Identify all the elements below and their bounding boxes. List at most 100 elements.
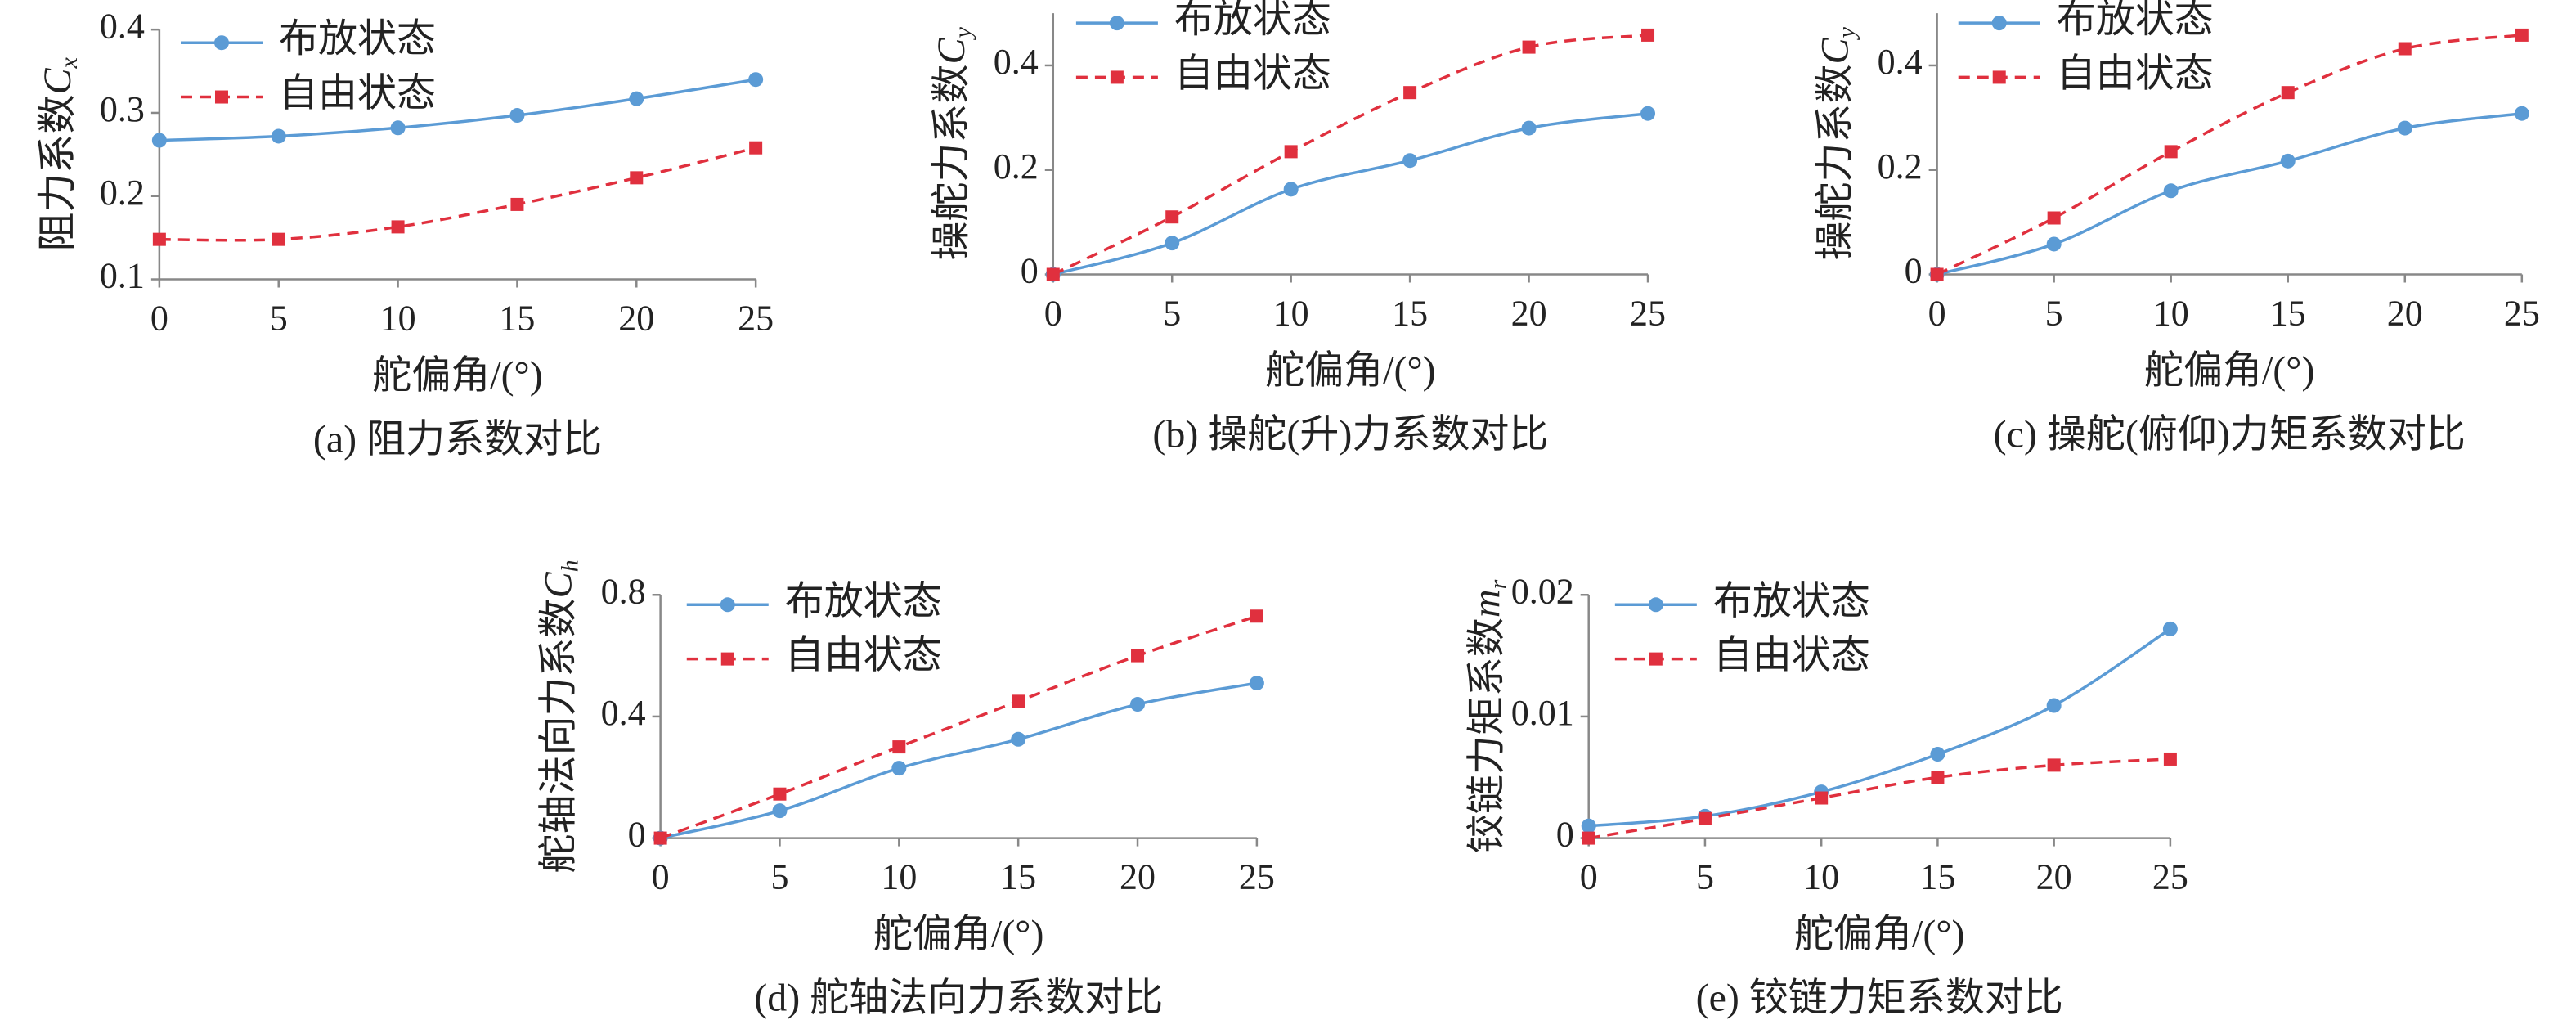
legend-marker xyxy=(1992,70,2006,84)
legend-label: 布放状态 xyxy=(279,17,436,61)
marker xyxy=(1403,86,1417,100)
x-tick-label: 25 xyxy=(2152,857,2188,897)
x-tick-label: 15 xyxy=(1000,857,1036,897)
x-tick-label: 20 xyxy=(1511,294,1547,334)
x-tick-label: 10 xyxy=(380,299,416,339)
y-tick-label: 0.4 xyxy=(100,6,145,46)
marker xyxy=(151,133,167,148)
marker xyxy=(1931,771,1945,784)
series-line xyxy=(1052,111,1649,276)
x-tick-label: 0 xyxy=(150,299,168,339)
x-axis-label: 舵偏角/(°) xyxy=(372,354,543,398)
x-tick-label: 0 xyxy=(1580,857,1598,897)
x-tick-label: 0 xyxy=(1928,294,1946,334)
legend-label: 自由状态 xyxy=(1713,634,1870,677)
legend-marker xyxy=(1648,597,1663,613)
marker xyxy=(2047,758,2061,772)
legend-marker xyxy=(1649,652,1663,666)
legend-label: 布放状态 xyxy=(1713,579,1870,622)
marker xyxy=(152,232,166,246)
marker xyxy=(748,72,764,88)
y-label-subscript: y xyxy=(1833,26,1860,40)
y-tick-label: 0 xyxy=(1556,815,1574,855)
marker xyxy=(2163,752,2177,766)
x-tick-label: 5 xyxy=(270,299,288,339)
legend-label: 自由状态 xyxy=(279,72,436,115)
x-tick-label: 15 xyxy=(1919,857,1955,897)
x-tick-label: 25 xyxy=(1239,857,1275,897)
y-label-symbol: C xyxy=(1814,37,1857,64)
y-axis-label: 操舵力系数Cy xyxy=(930,26,976,260)
marker xyxy=(749,141,763,155)
x-axis-label: 舵偏角/(°) xyxy=(1265,349,1436,393)
legend-marker xyxy=(214,90,228,104)
marker xyxy=(2280,153,2296,169)
series-line xyxy=(1588,757,2170,840)
marker xyxy=(2047,211,2061,225)
x-tick-label: 5 xyxy=(1696,857,1714,897)
legend-marker xyxy=(1110,70,1124,84)
marker xyxy=(1011,731,1026,747)
chart-title: (a) 阻力系数对比 xyxy=(313,418,602,461)
marker xyxy=(1249,676,1264,691)
marker xyxy=(2514,106,2529,121)
y-label-text: 操舵力系数 xyxy=(1814,64,1857,260)
x-axis-label: 舵偏角/(°) xyxy=(2144,349,2315,393)
series-line xyxy=(159,146,756,242)
marker xyxy=(2397,120,2412,136)
y-tick-label: 0.02 xyxy=(1511,571,1574,611)
marker xyxy=(2164,145,2178,159)
marker xyxy=(773,787,787,801)
marker xyxy=(2046,236,2062,252)
marker xyxy=(1250,609,1263,623)
x-tick-label: 10 xyxy=(1273,294,1309,334)
y-tick-label: 0.1 xyxy=(100,256,145,296)
legend-marker xyxy=(1109,16,1124,31)
chart-title: (e) 铰链力矩系数对比 xyxy=(1696,977,2063,1020)
y-label-symbol: C xyxy=(36,68,79,95)
x-tick-label: 5 xyxy=(1163,294,1181,334)
marker xyxy=(1698,811,1712,825)
legend-label: 自由状态 xyxy=(1174,52,1331,95)
marker xyxy=(1641,28,1655,42)
marker xyxy=(1012,694,1025,708)
y-label-symbol: C xyxy=(930,37,973,64)
y-tick-label: 0.01 xyxy=(1511,693,1574,733)
x-tick-label: 15 xyxy=(1392,294,1428,334)
x-tick-label: 15 xyxy=(2270,294,2306,334)
marker xyxy=(1581,818,1596,834)
marker xyxy=(653,831,667,845)
y-label-subscript: h xyxy=(557,559,584,572)
marker xyxy=(1284,145,1298,159)
marker xyxy=(2398,42,2412,56)
y-label-text: 操舵力系数 xyxy=(930,64,973,260)
marker xyxy=(1283,182,1299,197)
legend-marker xyxy=(1991,16,2007,31)
marker xyxy=(1165,210,1179,224)
x-tick-label: 5 xyxy=(770,857,788,897)
series-line xyxy=(1936,34,2523,276)
y-tick-label: 0 xyxy=(1021,251,1039,291)
x-tick-label: 0 xyxy=(652,857,670,897)
marker xyxy=(2281,86,2295,100)
marker xyxy=(630,171,644,185)
marker xyxy=(1402,153,1418,169)
marker xyxy=(1521,120,1537,136)
marker xyxy=(891,761,907,776)
series-line xyxy=(1052,34,1649,276)
chart-title: (d) 舵轴法向力系数对比 xyxy=(754,977,1163,1020)
y-label-subscript: x xyxy=(56,56,83,69)
x-tick-label: 25 xyxy=(2504,294,2540,334)
series-line xyxy=(660,614,1258,840)
series-line xyxy=(1936,111,2523,276)
marker xyxy=(390,120,406,136)
x-axis-label: 舵偏角/(°) xyxy=(873,913,1044,956)
y-axis-label: 操舵力系数Cy xyxy=(1814,26,1860,260)
x-tick-label: 25 xyxy=(738,299,774,339)
x-tick-label: 10 xyxy=(881,857,917,897)
marker xyxy=(1522,40,1536,54)
legend-label: 自由状态 xyxy=(2057,52,2214,95)
x-tick-label: 15 xyxy=(499,299,535,339)
marker xyxy=(2163,183,2179,199)
